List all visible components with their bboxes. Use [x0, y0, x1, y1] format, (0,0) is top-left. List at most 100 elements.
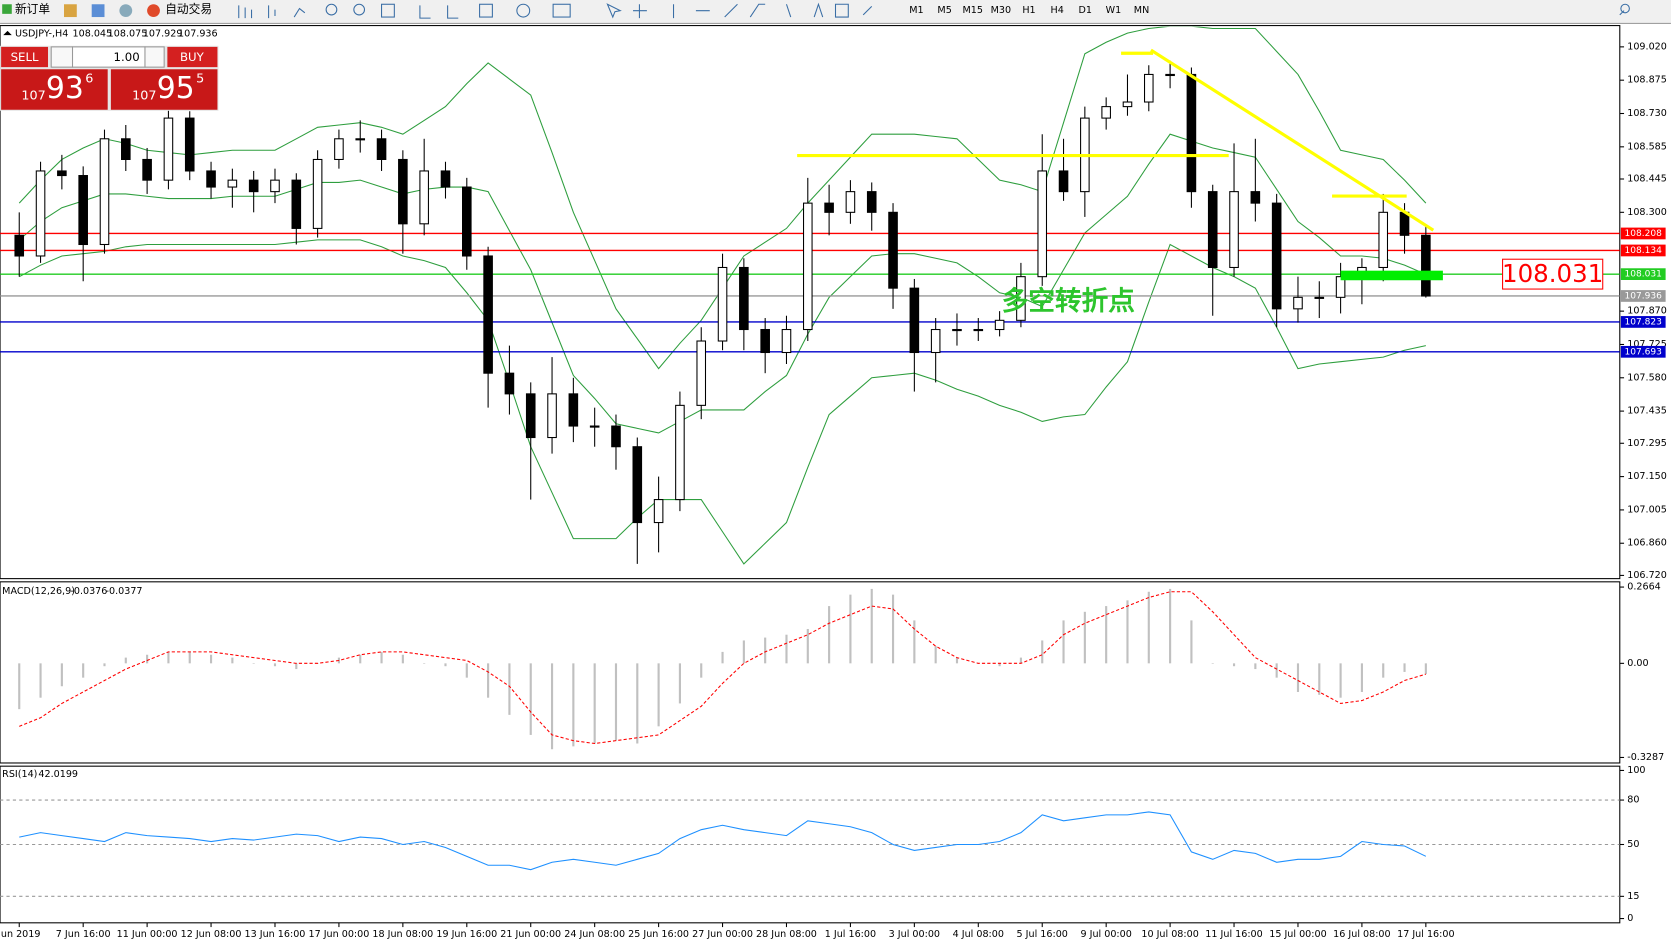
timeframe-button[interactable]: M15: [963, 5, 983, 16]
lot-down[interactable]: [50, 46, 74, 68]
macd-bar: [1169, 588, 1172, 664]
icon: [2, 4, 12, 14]
macd-bar: [18, 663, 21, 710]
icon[interactable]: [381, 3, 395, 18]
macd-bar: [678, 663, 681, 704]
candle-body: [1101, 106, 1111, 119]
level-label: 108.134: [1625, 246, 1663, 256]
macd-bar: [1232, 663, 1236, 667]
macd-bar: [188, 651, 191, 664]
main-plot: [0, 26, 1620, 565]
support-marker[interactable]: [1340, 270, 1443, 281]
y-tick-label: 107.295: [1627, 438, 1667, 449]
x-tick-label: 5 Jul 16:00: [1017, 929, 1068, 940]
macd-bar: [252, 663, 255, 664]
macd-bar: [593, 663, 596, 744]
icon[interactable]: [119, 4, 133, 18]
candle-body: [1037, 170, 1048, 278]
drawings[interactable]: [797, 48, 1435, 232]
candle-body: [824, 202, 834, 213]
icon[interactable]: [91, 4, 105, 18]
macd-value: -0.0377: [106, 586, 143, 597]
new-order-button[interactable]: 新订单: [2, 2, 50, 16]
lot-up[interactable]: [144, 46, 165, 68]
timeframe-button[interactable]: W1: [1106, 5, 1122, 16]
macd-bar: [572, 663, 575, 747]
candle-body: [611, 425, 621, 448]
candle-body: [952, 328, 962, 332]
y-tick-label: 80: [1627, 795, 1639, 806]
macd-bar: [1019, 657, 1022, 664]
candle-body: [99, 138, 110, 246]
macd-bar: [1360, 663, 1363, 692]
y-tick-label: -0.3287: [1627, 752, 1664, 763]
candle-body: [1271, 202, 1282, 310]
candle-body: [163, 117, 174, 181]
trend-line[interactable]: [1150, 48, 1435, 232]
x-tick-label: 11 Jun 00:00: [117, 929, 178, 940]
candle-body: [462, 186, 472, 257]
macd-bar: [806, 628, 809, 664]
icon[interactable]: [325, 3, 338, 16]
icon[interactable]: [1620, 3, 1630, 14]
timeframe-button[interactable]: MN: [1134, 5, 1149, 16]
sell-label: SELL: [11, 50, 39, 64]
timeframe-button[interactable]: D1: [1079, 5, 1092, 16]
symbol: USDJPY-,H4: [15, 29, 68, 40]
sell-price-box[interactable]: [1, 69, 108, 110]
y-tick-label: 107.005: [1627, 504, 1667, 515]
y-tick-label: 15: [1627, 891, 1639, 902]
x-tick-label: 21 Jun 00:00: [500, 929, 561, 940]
y-tick-label: 108.875: [1627, 75, 1667, 86]
timeframe-button[interactable]: H4: [1050, 5, 1063, 16]
timeframe-button[interactable]: H1: [1022, 5, 1035, 16]
rsi-value: 42.0199: [38, 769, 78, 780]
level-label-box: [1620, 244, 1666, 257]
timeframe-button[interactable]: M5: [937, 5, 951, 16]
sell-button[interactable]: [1, 46, 49, 68]
toolbar-icons[interactable]: [238, 2, 1630, 19]
icon[interactable]: [552, 3, 571, 18]
y-tick-label: 50: [1627, 839, 1639, 850]
axes: 109.020 108.875 108.730 108.585 108.445 108.3…: [0, 41, 1667, 940]
level-label-box: [1620, 290, 1666, 302]
buy-price-box[interactable]: [110, 69, 218, 110]
info-value: 107.936: [178, 29, 218, 40]
timeframe-button[interactable]: M1: [909, 5, 923, 16]
y-tick-label: 107.870: [1627, 306, 1667, 317]
candle-body: [440, 170, 451, 188]
icon[interactable]: [419, 5, 459, 19]
auto-trade-button[interactable]: 自动交易: [147, 2, 212, 18]
timeframe-button[interactable]: M30: [991, 5, 1011, 16]
icon[interactable]: [63, 4, 77, 18]
annotation: 多空转折点: [1002, 286, 1135, 317]
sell-pip: 6: [85, 71, 93, 86]
candle-body: [1378, 211, 1389, 269]
x-tick-label: 17 Jul 16:00: [1397, 929, 1454, 940]
macd-bar: [146, 654, 149, 664]
candle-body: [376, 138, 387, 160]
macd-bar: [167, 651, 170, 664]
candle-body: [696, 340, 707, 406]
icon[interactable]: [1619, 10, 1625, 16]
macd-bar: [1105, 606, 1108, 664]
macd-bar: [828, 606, 831, 664]
collapse-icon[interactable]: [3, 30, 12, 36]
candle-body: [781, 328, 792, 354]
buy-button[interactable]: [167, 46, 218, 68]
x-tick-label: 19 Jun 16:00: [436, 929, 497, 940]
candle-body: [419, 170, 429, 225]
macd-bar: [1403, 663, 1406, 672]
macd-bar: [998, 663, 1001, 667]
y-tick-label: 100: [1627, 765, 1645, 776]
icon[interactable]: [516, 3, 531, 18]
icon[interactable]: [606, 2, 873, 19]
macd-bar: [508, 663, 511, 715]
macd-bar: [231, 657, 234, 664]
icon[interactable]: [353, 3, 366, 16]
macd-bar: [1339, 663, 1342, 698]
macd-bar: [39, 663, 42, 698]
icon[interactable]: [479, 3, 493, 18]
icon[interactable]: [238, 5, 306, 19]
